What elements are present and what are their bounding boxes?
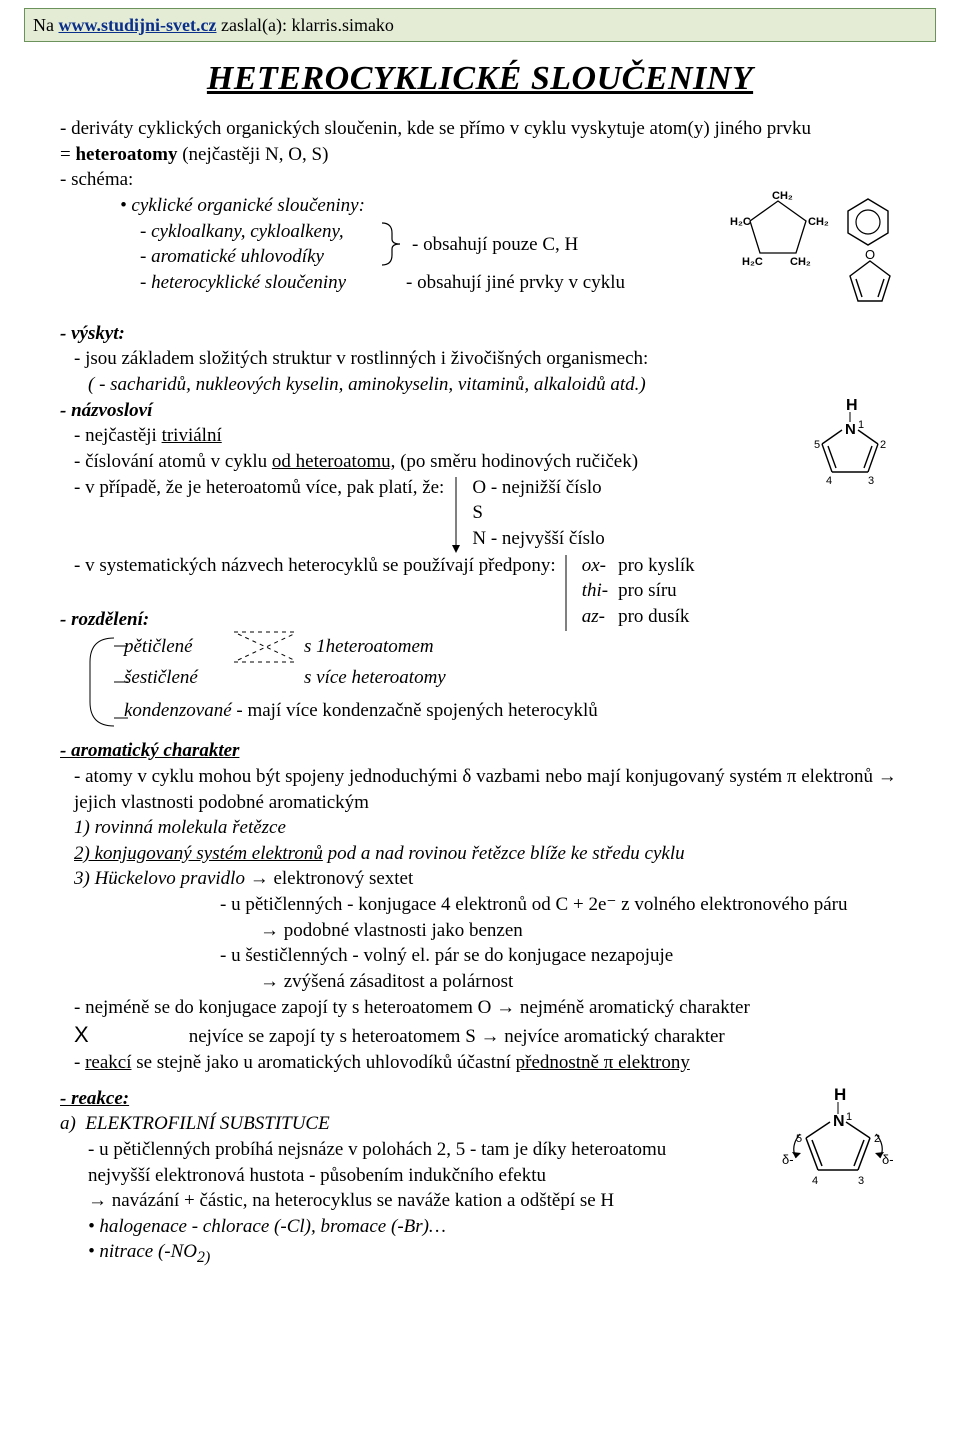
vertical-line-arrow-icon (450, 477, 468, 553)
svg-text:CH₂: CH₂ (772, 190, 793, 202)
arom-r1: 1) rovinná molekula řetězce (60, 815, 900, 841)
brace-icon (380, 221, 406, 267)
pyrrole-delta-icon: H N 1 2 3 4 5 (780, 1086, 900, 1216)
arom-sub2b: → zvýšená zásaditost a polárnost (60, 969, 900, 995)
svg-text:3: 3 (858, 1175, 864, 1187)
svg-text:5: 5 (814, 439, 820, 451)
svg-text:H: H (846, 397, 858, 414)
rozdeleni-diagram: pětičlené s 1heteroatomem šestičlené s v… (60, 632, 900, 732)
arom-sub1: - u pětičlenných - konjugace 4 elektronů… (60, 892, 900, 918)
svg-text:1: 1 (858, 419, 864, 431)
svg-text:1: 1 (846, 1111, 852, 1123)
nazvoslovi-head: - názvosloví (60, 398, 792, 424)
cross-dash-icon (234, 624, 304, 670)
schema-sub2: - aromatické uhlovodíky (140, 244, 380, 270)
schema-main: • cyklické organické sloučeniny: (60, 193, 712, 219)
page-title: HETEROCYKLICKÉ SLOUČENINY (60, 56, 900, 102)
svg-text:O: O (865, 247, 875, 262)
intro-line-2: = heteroatomy (nejčastěji N, O, S) (60, 142, 900, 168)
source-link[interactable]: www.studijni-svet.cz (59, 15, 217, 35)
x-icon: X (74, 1020, 114, 1050)
svg-text:3: 3 (868, 475, 874, 487)
reakce-head: - reakce: (60, 1086, 772, 1112)
intro-line-1: - deriváty cyklických organických slouče… (60, 116, 900, 142)
vyskyt-head: - výskyt: (60, 321, 900, 347)
arom-sub2: - u šestičlenných - volný el. pár se do … (60, 943, 900, 969)
svg-text:4: 4 (812, 1175, 818, 1187)
schema-right1: - obsahují pouze C, H (406, 232, 578, 258)
reakce-b2: • nitrace (-NO2) (60, 1239, 772, 1268)
reakce-a: a) ELEKTROFILNÍ SUBSTITUCE (60, 1111, 772, 1137)
svg-text:N: N (845, 421, 856, 438)
nazvoslovi-l1: - nejčastěji triviální (60, 423, 792, 449)
vertical-line-icon (562, 555, 576, 631)
bracket-icon (84, 632, 124, 732)
nazvoslovi-l3: - v případě, že je heteroatomů více, pak… (60, 475, 792, 553)
header-prefix: Na (33, 15, 59, 35)
arom-r2: 2) konjugovaný systém elektronů pod a na… (60, 841, 900, 867)
schema-block: • cyklické organické sloučeniny: - cyklo… (60, 193, 900, 321)
reakce-b1: • halogenace - chlorace (-Cl), bromace (… (60, 1214, 772, 1240)
svg-text:δ-: δ- (882, 1152, 894, 1167)
svg-text:CH₂: CH₂ (808, 216, 829, 228)
reakce-a-l1: - u pětičlenných probíhá nejsnáze v polo… (60, 1137, 728, 1188)
svg-text:CH₂: CH₂ (790, 256, 811, 268)
header-middle: zaslal(a): (217, 15, 292, 35)
rozdeleni-head: - rozdělení: (60, 607, 900, 633)
svg-text:4: 4 (826, 475, 832, 487)
arom-r3: 3) Hückelovo pravidlo → elektronový sext… (60, 866, 900, 892)
svg-text:δ-: δ- (782, 1152, 794, 1167)
vyskyt-l2: ( - sacharidů, nukleových kyselin, amino… (60, 372, 900, 398)
vyskyt-l1: - jsou základem složitých struktur v ros… (60, 346, 900, 372)
svg-text:N: N (833, 1113, 845, 1130)
arom-head: - aromatický charakter (60, 738, 900, 764)
svg-text:2: 2 (880, 439, 886, 451)
svg-text:H₂C: H₂C (730, 216, 751, 228)
svg-text:H₂C: H₂C (742, 256, 763, 268)
pyrrole-numbered-icon: H N 1 2 3 4 5 (800, 398, 900, 498)
schema-sub1: - cykloalkany, cykloalkeny, (140, 219, 380, 245)
arom-l6: X nejvíce se zapojí ty s heteroatomem S … (60, 1020, 900, 1050)
document-body: HETEROCYKLICKÉ SLOUČENINY - deriváty cyk… (0, 56, 960, 1298)
arom-l7: - reakcí se stejně jako u aromatických u… (60, 1050, 900, 1076)
nazvoslovi-l2: - číslování atomů v cyklu od heteroatomu… (60, 449, 792, 475)
header-author: klarris.simako (291, 15, 393, 35)
schema-sub3: - heterocyklické sloučeniny (140, 270, 406, 296)
molecule-icons-top: CH₂ CH₂ H₂C CH₂ H₂C O (720, 193, 900, 313)
svg-text:H: H (834, 1085, 846, 1104)
schema-right2: - obsahují jiné prvky v cyklu (406, 270, 625, 296)
arom-l1: - atomy v cyklu mohou být spojeny jednod… (60, 764, 900, 815)
arom-sub1b: → podobné vlastnosti jako benzen (60, 918, 900, 944)
reakce-a-l2: → navázání + částic, na heterocyklus se … (60, 1188, 772, 1214)
arom-l5: - nejméně se do konjugace zapojí ty s he… (60, 995, 900, 1021)
upload-attribution-bar: Na www.studijni-svet.cz zaslal(a): klarr… (24, 8, 936, 42)
